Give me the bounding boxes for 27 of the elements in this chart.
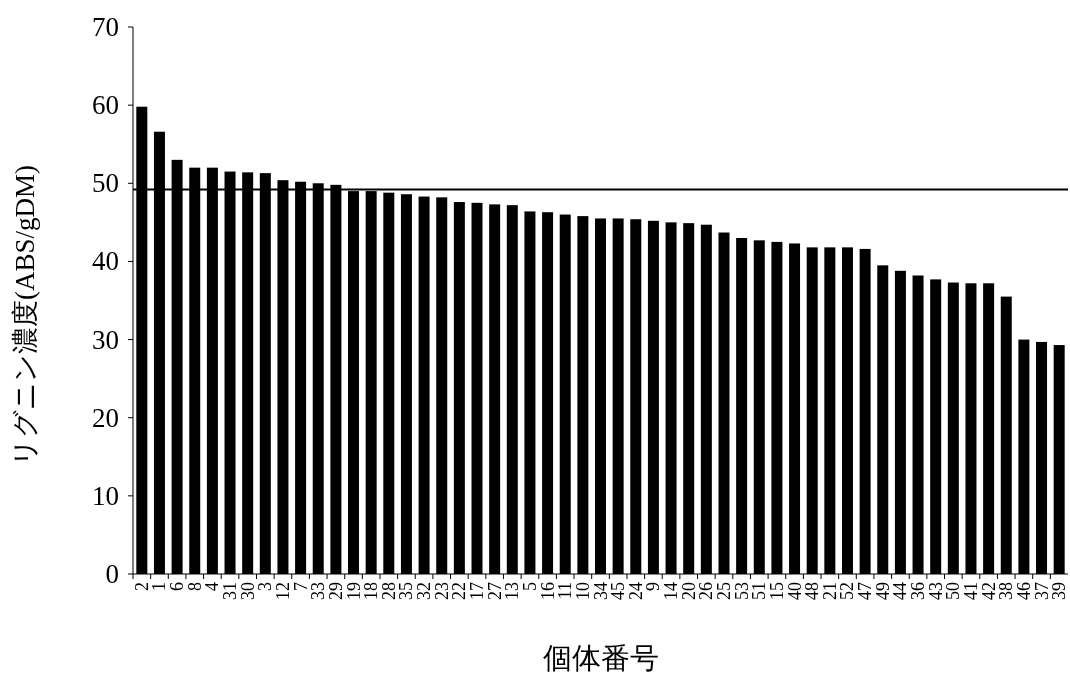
x-tick-label: 9 — [643, 582, 664, 591]
y-tick-label: 60 — [92, 90, 119, 121]
x-tick-label: 34 — [590, 582, 611, 600]
x-tick-label: 2 — [131, 582, 152, 591]
x-tick-label: 1 — [149, 582, 170, 591]
x-tick-label: 40 — [784, 582, 805, 600]
x-tick-label: 22 — [449, 582, 470, 600]
y-tick-label: 70 — [92, 12, 119, 42]
x-tick-label: 39 — [1049, 582, 1070, 600]
y-tick-label: 20 — [92, 402, 119, 433]
x-tick-label: 4 — [202, 582, 223, 591]
y-tick-label: 10 — [92, 480, 119, 511]
x-tick-label: 53 — [731, 582, 752, 600]
x-tick-label: 42 — [978, 582, 999, 600]
x-tick-label: 16 — [537, 582, 558, 600]
y-tick-label: 0 — [105, 559, 119, 589]
x-tick-label: 44 — [890, 582, 911, 600]
x-tick-label: 37 — [1031, 582, 1052, 600]
y-axis-title: リグニン濃度(ABS/gDM) — [10, 164, 40, 467]
y-tick-label: 50 — [92, 168, 119, 199]
x-tick-label: 7 — [290, 582, 311, 591]
y-tick-label: 30 — [92, 324, 119, 355]
x-tick-label: 19 — [343, 582, 364, 600]
y-tick-label: 40 — [92, 246, 119, 277]
x-tick-label: 35 — [396, 582, 417, 600]
x-tick-label: 52 — [837, 582, 858, 600]
x-axis-title: 個体番号 — [542, 642, 659, 674]
